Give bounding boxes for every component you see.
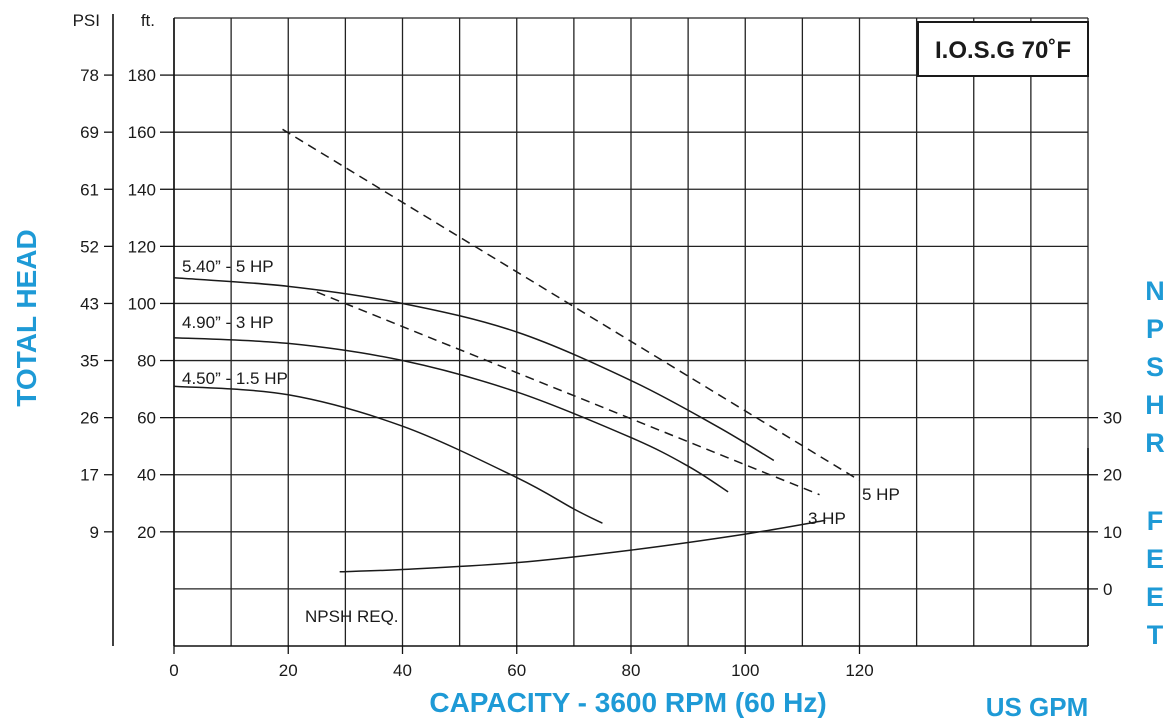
ft-tick-label: 180 — [128, 66, 156, 85]
ft-tick-label: 160 — [128, 123, 156, 142]
npsh-tick-label: 30 — [1103, 409, 1122, 428]
psi-tick-label: 52 — [80, 237, 99, 256]
npsh-title-letter: F — [1147, 506, 1164, 536]
ft-tick-label: 40 — [137, 466, 156, 485]
ft-tick-label: 120 — [128, 237, 156, 256]
series-label-0: 5.40” - 5 HP — [182, 257, 274, 276]
psi-tick-label: 26 — [80, 409, 99, 428]
series-line-2 — [173, 385, 603, 524]
npsh-title-letter: R — [1145, 428, 1165, 458]
x-tick-label: 120 — [845, 661, 873, 680]
npsh-title-letter: E — [1146, 544, 1164, 574]
npsh-tick-label: 0 — [1103, 580, 1112, 599]
x-axis-title: CAPACITY - 3600 RPM (60 Hz) — [429, 687, 826, 718]
series — [173, 128, 860, 573]
x-tick-label: 100 — [731, 661, 759, 680]
psi-unit-label: PSI — [73, 11, 100, 30]
series-label-4: 3 HP — [808, 509, 846, 528]
ft-tick-label: 20 — [137, 523, 156, 542]
series-label-5: NPSH REQ. — [305, 607, 399, 626]
x-tick-label: 0 — [169, 661, 178, 680]
npsh-title-letter: H — [1145, 390, 1165, 420]
labels: 5.40” - 5 HP 4.90” - 3 HP 4.50” - 1.5 HP 5 … — [182, 257, 900, 626]
ft-unit-label: ft. — [141, 11, 155, 30]
npsh-title-letter: E — [1146, 582, 1164, 612]
x-tick-label: 80 — [622, 661, 641, 680]
npsh-title-letter: T — [1147, 620, 1164, 650]
npsh-tick-label: 20 — [1103, 466, 1122, 485]
ft-tick-label: 60 — [137, 409, 156, 428]
npsh-title-letter: P — [1146, 314, 1164, 344]
x-unit-title: US GPM — [986, 692, 1089, 721]
series-label-2: 4.50” - 1.5 HP — [182, 369, 288, 388]
npsh-title-letter: N — [1145, 276, 1165, 306]
series-label-1: 4.90” - 3 HP — [182, 313, 274, 332]
psi-tick-label: 9 — [90, 523, 99, 542]
ft-tick-label: 100 — [128, 294, 156, 313]
x-tick-label: 40 — [393, 661, 412, 680]
series-line-5 — [339, 519, 826, 573]
axes: 2040608010012014016018091726354352616978… — [80, 14, 1122, 680]
series-line-3 — [282, 128, 860, 482]
psi-tick-label: 78 — [80, 66, 99, 85]
chart-title: I.O.S.G 70˚F — [935, 37, 1071, 64]
npsh-title-letter: S — [1146, 352, 1164, 382]
title-box — [917, 21, 1089, 77]
npsh-tick-label: 10 — [1103, 523, 1122, 542]
psi-tick-label: 61 — [80, 180, 99, 199]
y-axis-title: TOTAL HEAD — [11, 229, 42, 406]
x-tick-label: 20 — [279, 661, 298, 680]
x-tick-label: 60 — [507, 661, 526, 680]
ft-tick-label: 80 — [137, 352, 156, 371]
psi-tick-label: 69 — [80, 123, 99, 142]
series-line-1 — [173, 336, 729, 493]
grid — [173, 17, 1089, 646]
series-line-0 — [173, 277, 775, 462]
psi-tick-label: 17 — [80, 466, 99, 485]
series-label-3: 5 HP — [862, 485, 900, 504]
series-line-4 — [316, 291, 820, 496]
psi-tick-label: 43 — [80, 294, 99, 313]
ft-tick-label: 140 — [128, 180, 156, 199]
psi-tick-label: 35 — [80, 352, 99, 371]
